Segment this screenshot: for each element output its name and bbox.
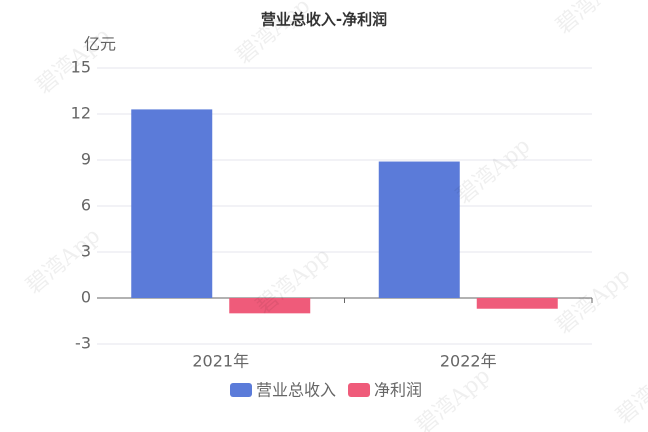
y-tick-label: 12 [71, 104, 91, 123]
legend-swatch [230, 383, 252, 397]
x-tick-label: 2021年 [192, 352, 249, 371]
bar [378, 161, 460, 298]
watermark: 碧湾App [22, 223, 106, 299]
legend-label: 净利润 [374, 381, 422, 400]
y-tick-label: 0 [81, 288, 91, 307]
watermark: 碧湾App [452, 133, 536, 209]
watermark: 碧湾App [612, 353, 648, 429]
watermark: 碧湾App [552, 0, 636, 39]
x-tick-label: 2022年 [440, 352, 497, 371]
y-axis-label: 亿元 [84, 35, 116, 54]
y-tick-label: 3 [81, 242, 91, 261]
y-tick-label: -3 [75, 334, 91, 353]
watermark: 碧湾App [552, 263, 636, 339]
bar [131, 109, 213, 299]
legend-label: 营业总收入 [256, 381, 336, 400]
watermark: 碧湾App [412, 363, 496, 432]
y-tick-label: 9 [81, 150, 91, 169]
y-tick-label: 6 [81, 196, 91, 215]
bar [229, 298, 311, 314]
bar [476, 298, 558, 309]
y-tick-label: 15 [71, 58, 91, 77]
chart-title: 营业总收入-净利润 [261, 11, 387, 29]
legend-swatch [348, 383, 371, 397]
watermark: 碧湾App [32, 23, 116, 99]
